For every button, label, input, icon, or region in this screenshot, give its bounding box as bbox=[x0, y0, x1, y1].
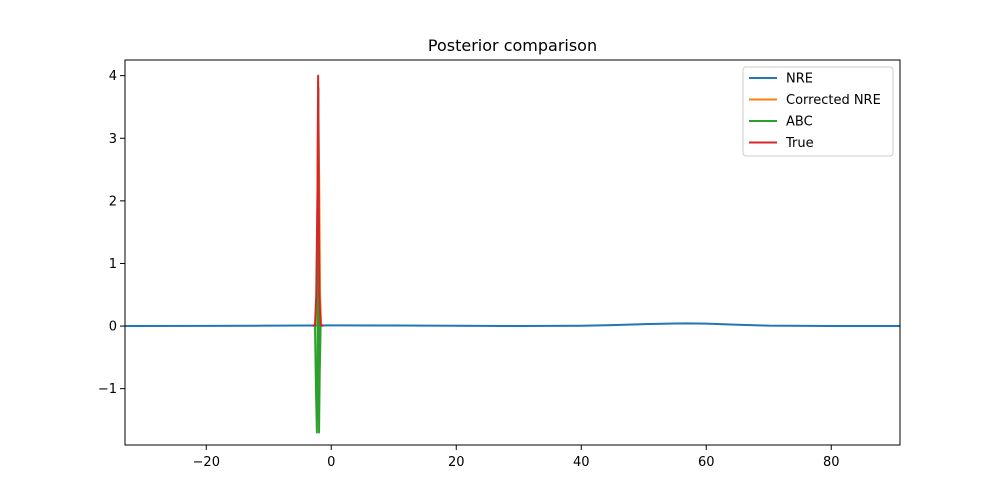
x-tick-label: 40 bbox=[573, 455, 590, 470]
chart-title: Posterior comparison bbox=[428, 36, 597, 55]
y-tick-label: 3 bbox=[109, 132, 117, 147]
x-tick-label: −20 bbox=[193, 455, 220, 470]
x-tick-label: 80 bbox=[823, 455, 840, 470]
series-line-nre bbox=[125, 322, 900, 328]
legend-label: True bbox=[785, 136, 814, 151]
x-tick-label: 60 bbox=[698, 455, 715, 470]
legend-label: Corrected NRE bbox=[786, 93, 881, 108]
plot-frame bbox=[124, 59, 901, 446]
legend-label: ABC bbox=[786, 115, 813, 130]
x-tick-label: 20 bbox=[448, 455, 465, 470]
y-tick-label: −1 bbox=[98, 382, 117, 397]
y-tick-label: 4 bbox=[109, 69, 117, 84]
legend-label: NRE bbox=[786, 72, 813, 87]
y-axis: −1 0 1 2 3 4 bbox=[98, 69, 125, 397]
x-axis: −20 0 20 40 60 80 bbox=[193, 445, 840, 470]
x-tick-label: 0 bbox=[327, 455, 335, 470]
y-tick-label: 0 bbox=[109, 320, 117, 335]
y-tick-label: 1 bbox=[109, 257, 117, 272]
legend: NRE Corrected NRE ABC True bbox=[742, 66, 894, 157]
plot-lines bbox=[125, 74, 900, 434]
legend-box bbox=[742, 66, 894, 157]
series-line-true bbox=[312, 74, 324, 327]
y-tick-label: 2 bbox=[109, 194, 117, 209]
